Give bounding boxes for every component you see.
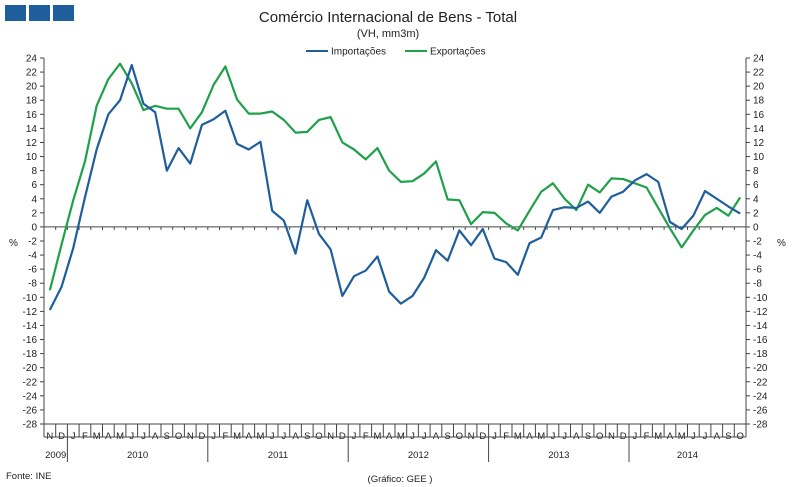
y-tick-label-left: 4: [31, 194, 37, 205]
y-tick-label-right: 16: [753, 110, 765, 121]
y-tick-label-left: -14: [23, 321, 38, 332]
y-tick-label-right: 10: [753, 152, 765, 163]
y-tick-label-right: -26: [753, 405, 768, 416]
y-tick-label-left: -22: [23, 377, 38, 388]
y-tick-label-right: 0: [753, 222, 759, 233]
y-tick-label-left: 20: [26, 82, 38, 93]
y-tick-label-right: 12: [753, 138, 765, 149]
chart-title: Comércio Internacional de Bens - Total: [259, 9, 517, 26]
year-label: 2014: [677, 450, 698, 461]
y-tick-label-left: 16: [26, 110, 38, 121]
legend-label-importacoes: Importações: [331, 47, 386, 58]
y-tick-label-left: 18: [26, 96, 38, 107]
year-label: 2013: [548, 450, 569, 461]
year-label: 2012: [408, 450, 429, 461]
y-tick-label-left: 8: [31, 166, 37, 177]
logo: [5, 5, 74, 21]
y-tick-label-right: 22: [753, 68, 765, 79]
y-tick-label-left: 2: [31, 208, 37, 219]
axes: -28 -28-26 -26-24 -24-22 -22-20 -20-18 -18-16-…: [23, 54, 768, 431]
y-tick-label-right: 6: [753, 180, 759, 191]
y-tick-label-left: -20: [23, 363, 38, 374]
plot-lines: [48, 62, 742, 311]
y-tick-label-right: -18: [753, 349, 768, 360]
y-tick-label-left: -6: [28, 265, 37, 276]
y-tick-label-right: 14: [753, 124, 765, 135]
y-tick-label-left: 10: [26, 152, 38, 163]
y-tick-label-left: -26: [23, 405, 38, 416]
legend-label-exportacoes: Exportações: [430, 47, 486, 58]
x-axis: NDJFMAMJJASONDJFMAMJJASONDJFMAMJJASONDJF…: [43, 424, 747, 462]
y-tick-label-left: -8: [28, 279, 37, 290]
year-label: 2011: [268, 450, 288, 461]
y-tick-label-left: -24: [23, 391, 38, 402]
y-tick-label-right: 20: [753, 82, 765, 93]
y-tick-label-left: -12: [23, 307, 38, 318]
y-tick-label-left: 24: [26, 54, 38, 65]
legend: Importações Exportações: [306, 47, 486, 58]
y-tick-label-right: 24: [753, 54, 765, 65]
y-tick-label-right: 18: [753, 96, 765, 107]
y-tick-label-right: -16: [753, 335, 768, 346]
chart-subtitle: (VH, mm3m): [357, 28, 419, 40]
y-tick-label-right: -24: [753, 391, 768, 402]
y-tick-label-left: 0: [31, 222, 37, 233]
y-axis-label-right: %: [777, 238, 786, 249]
y-tick-label-right: -14: [753, 321, 768, 332]
y-tick-label-right: -22: [753, 377, 768, 388]
y-tick-label-right: -10: [753, 293, 768, 304]
logo-square: [53, 5, 74, 21]
y-tick-label-left: -16: [23, 335, 38, 346]
y-tick-label-right: 4: [753, 194, 759, 205]
series-line-importacoes: [48, 63, 741, 311]
y-tick-label-right: -4: [753, 251, 762, 262]
y-tick-label-left: -2: [28, 237, 37, 248]
y-tick-label-left: 12: [26, 138, 38, 149]
y-tick-label-right: -2: [753, 237, 762, 248]
y-tick-label-right: 8: [753, 166, 759, 177]
source-note: Fonte: INE: [6, 471, 51, 482]
y-tick-label-right: -6: [753, 265, 762, 276]
series-line-exportacoes: [48, 62, 742, 291]
y-tick-label-right: -20: [753, 363, 768, 374]
y-tick-label-left: -4: [28, 251, 37, 262]
y-tick-label-left: -28: [23, 420, 38, 431]
y-tick-label-left: -18: [23, 349, 38, 360]
year-label: 2010: [127, 450, 148, 461]
y-axis-label-left: %: [9, 238, 18, 249]
y-tick-label-left: 22: [26, 68, 38, 79]
y-tick-label-left: -10: [23, 293, 38, 304]
logo-square: [29, 5, 50, 21]
y-tick-label-right: 2: [753, 208, 759, 219]
logo-square: [5, 5, 26, 21]
y-tick-label-right: -28: [753, 420, 768, 431]
y-tick-label-left: 6: [31, 180, 37, 191]
year-label: 2009: [45, 450, 66, 461]
y-tick-label-right: -12: [753, 307, 768, 318]
y-tick-label-right: -8: [753, 279, 762, 290]
y-tick-label-left: 14: [26, 124, 38, 135]
chart-credit: (Gráfico: GEE ): [368, 474, 433, 485]
